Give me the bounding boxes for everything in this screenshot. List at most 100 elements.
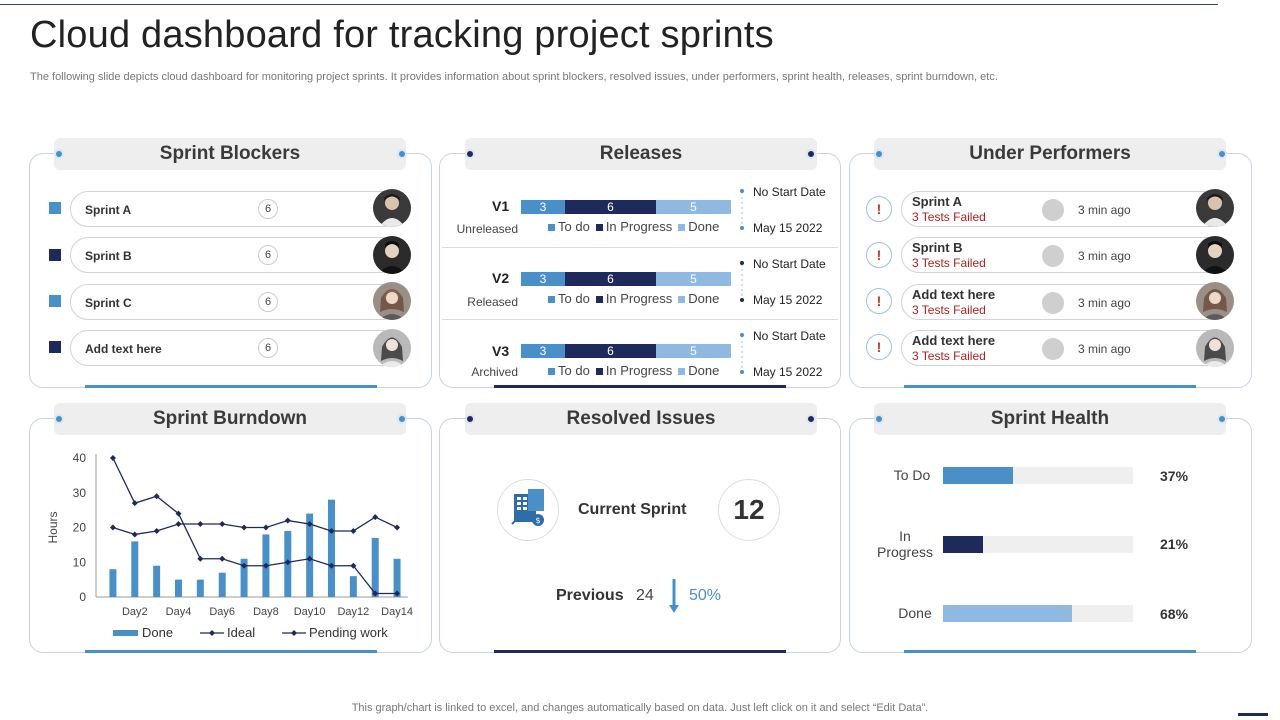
y-tick-label: 30	[73, 486, 87, 500]
alert-icon: !	[866, 288, 892, 314]
health-track	[943, 605, 1133, 622]
health-percent: 68%	[1160, 606, 1189, 622]
performer-row[interactable]: Add text here 3 Tests Failed 3 min ago	[901, 284, 1231, 320]
release-todo-segment: 3	[521, 200, 565, 214]
page-title: Cloud dashboard for tracking project spr…	[30, 14, 774, 56]
blocker-row[interactable]: Sprint A 6	[70, 191, 400, 227]
card-accent-bar	[85, 385, 377, 388]
legend-swatch	[113, 630, 138, 636]
point-pending-work	[394, 524, 401, 531]
point-ideal	[219, 555, 226, 562]
release-separator	[442, 247, 838, 248]
point-ideal	[306, 555, 313, 562]
sprint-burndown-title: Sprint Burndown	[152, 408, 308, 429]
blocker-name: Sprint B	[85, 249, 132, 263]
performer-time: 3 min ago	[1078, 342, 1131, 356]
legend-todo: To do	[548, 291, 590, 306]
current-sprint-label: Current Sprint	[578, 501, 687, 518]
blocker-name: Add text here	[85, 342, 162, 356]
card-accent-bar	[904, 650, 1196, 653]
avatar	[1196, 329, 1234, 367]
point-ideal	[328, 562, 335, 569]
line-ideal	[112, 457, 398, 595]
point-pending-work	[109, 524, 116, 531]
performer-row[interactable]: Sprint B 3 Tests Failed 3 min ago	[901, 237, 1231, 273]
releases-title: Releases	[599, 143, 683, 164]
release-status: Unreleased	[456, 222, 518, 236]
blocker-row[interactable]: Sprint B 6	[70, 237, 400, 273]
resolved-issues-title: Resolved Issues	[566, 408, 716, 429]
sprint-burndown-tab: Sprint Burndown	[54, 403, 406, 435]
health-bar	[943, 536, 983, 553]
legend-done: Done	[678, 363, 719, 378]
sprint-health-tab: Sprint Health	[874, 403, 1226, 435]
release-version: V3	[492, 343, 510, 359]
sprint-health-title: Sprint Health	[990, 408, 1110, 429]
health-percent: 21%	[1160, 536, 1189, 552]
performer-row[interactable]: Sprint A 3 Tests Failed 3 min ago	[901, 191, 1231, 227]
health-bar	[943, 467, 1014, 484]
bar-done	[328, 499, 335, 597]
tab-dot-left	[465, 414, 475, 424]
alert-icon: !	[866, 196, 892, 222]
y-tick-label: 10	[73, 555, 87, 569]
point-ideal	[153, 493, 160, 500]
release-start-date: No Start Date	[753, 257, 826, 271]
page-subtitle: The following slide depicts cloud dashbo…	[30, 71, 998, 83]
tab-dot-left	[54, 414, 64, 424]
bar-done	[153, 565, 161, 597]
release-separator	[442, 319, 838, 320]
under-performers-tab: Under Performers	[874, 138, 1226, 170]
clock-icon	[1042, 245, 1064, 267]
release-inprogress-segment: 6	[565, 272, 656, 286]
legend-label: Pending work	[309, 625, 388, 640]
health-track	[943, 467, 1133, 484]
health-track	[943, 536, 1133, 553]
point-pending-work	[284, 517, 291, 524]
release-timeline	[740, 189, 744, 374]
point-ideal	[241, 562, 248, 569]
release-inprogress-segment: 6	[565, 200, 656, 214]
bar-done	[371, 537, 379, 597]
point-ideal	[284, 559, 291, 566]
performer-row[interactable]: Add text here 3 Tests Failed 3 min ago	[901, 330, 1231, 366]
health-label: In Progress	[876, 528, 934, 560]
line-pending-work	[112, 516, 398, 536]
point-pending-work	[241, 524, 248, 531]
bar-done	[306, 513, 314, 597]
sprint-blockers-card: Sprint Blockers Sprint A 6 Sprint B 6 Sp…	[29, 138, 432, 388]
legend-marker	[209, 630, 215, 636]
legend-label: Ideal	[227, 625, 255, 640]
blocker-count: 6	[258, 199, 278, 219]
performer-time: 3 min ago	[1078, 249, 1131, 263]
avatar	[1196, 282, 1234, 320]
avatar	[373, 236, 411, 274]
legend-done: Done	[678, 291, 719, 306]
blocker-row[interactable]: Sprint C 6	[70, 284, 400, 320]
release-progress-bar: 3 6 5	[521, 344, 731, 358]
under-performers-card: Under Performers ! Sprint A 3 Tests Fail…	[849, 138, 1252, 388]
point-pending-work	[197, 521, 204, 528]
tab-dot-right	[806, 149, 816, 159]
blocker-row[interactable]: Add text here 6	[70, 330, 400, 366]
x-tick-label: Day6	[209, 606, 235, 618]
card-accent-bar	[85, 650, 377, 653]
point-pending-work	[372, 514, 379, 521]
point-pending-work	[306, 521, 313, 528]
tab-dot-left	[874, 149, 884, 159]
point-pending-work	[175, 521, 182, 528]
y-tick-label: 0	[79, 590, 86, 604]
blocker-marker	[49, 202, 61, 214]
bar-done	[109, 569, 117, 597]
release-legend: To do In Progress Done	[548, 291, 719, 306]
legend-inprogress: In Progress	[595, 291, 672, 306]
legend-todo: To do	[548, 363, 590, 378]
point-pending-work	[153, 527, 160, 534]
sprint-burndown-card: Sprint Burndown 0 10 20 30 40 Hours Day2 Day4 Da…	[29, 403, 432, 653]
point-pending-work	[350, 527, 357, 534]
previous-label: Previous	[556, 587, 624, 604]
release-legend: To do In Progress Done	[548, 219, 719, 234]
health-bar	[943, 605, 1073, 622]
card-accent-bar	[494, 385, 786, 388]
tab-dot-right	[806, 414, 816, 424]
